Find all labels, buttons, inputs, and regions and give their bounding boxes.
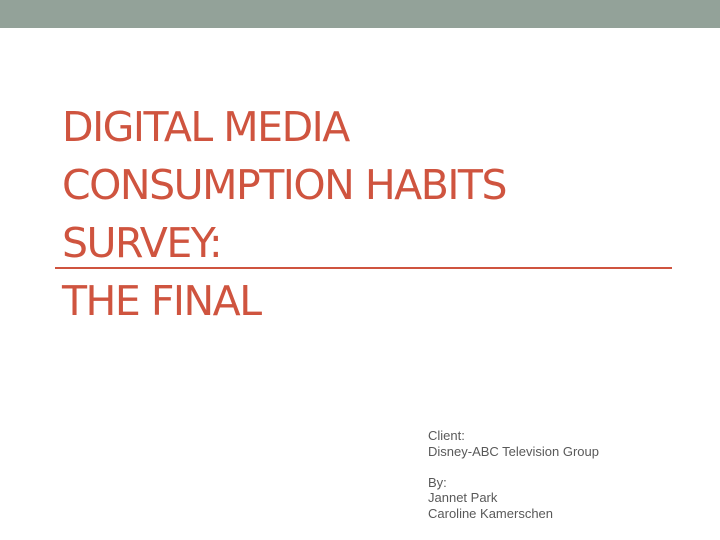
client-name: Disney-ABC Television Group: [428, 443, 599, 459]
author-name: Caroline Kamerschen: [428, 505, 554, 521]
top-accent-bar: [0, 0, 720, 28]
slide-title: DIGITAL MEDIA CONSUMPTION HABITS SURVEY:…: [62, 98, 682, 330]
client-label: Client:: [428, 428, 465, 443]
subtitle-info: Client: Disney-ABC Television Group By: …: [428, 428, 599, 521]
by-label: By:: [428, 474, 447, 490]
title-line: SURVEY:: [62, 219, 223, 267]
title-line: DIGITAL MEDIA: [62, 103, 350, 151]
spacer: [428, 459, 599, 475]
title-divider: [55, 267, 672, 269]
author-name: Jannet Park: [428, 490, 498, 505]
title-line: CONSUMPTION HABITS: [62, 161, 507, 209]
title-line: THE FINAL: [62, 277, 262, 325]
